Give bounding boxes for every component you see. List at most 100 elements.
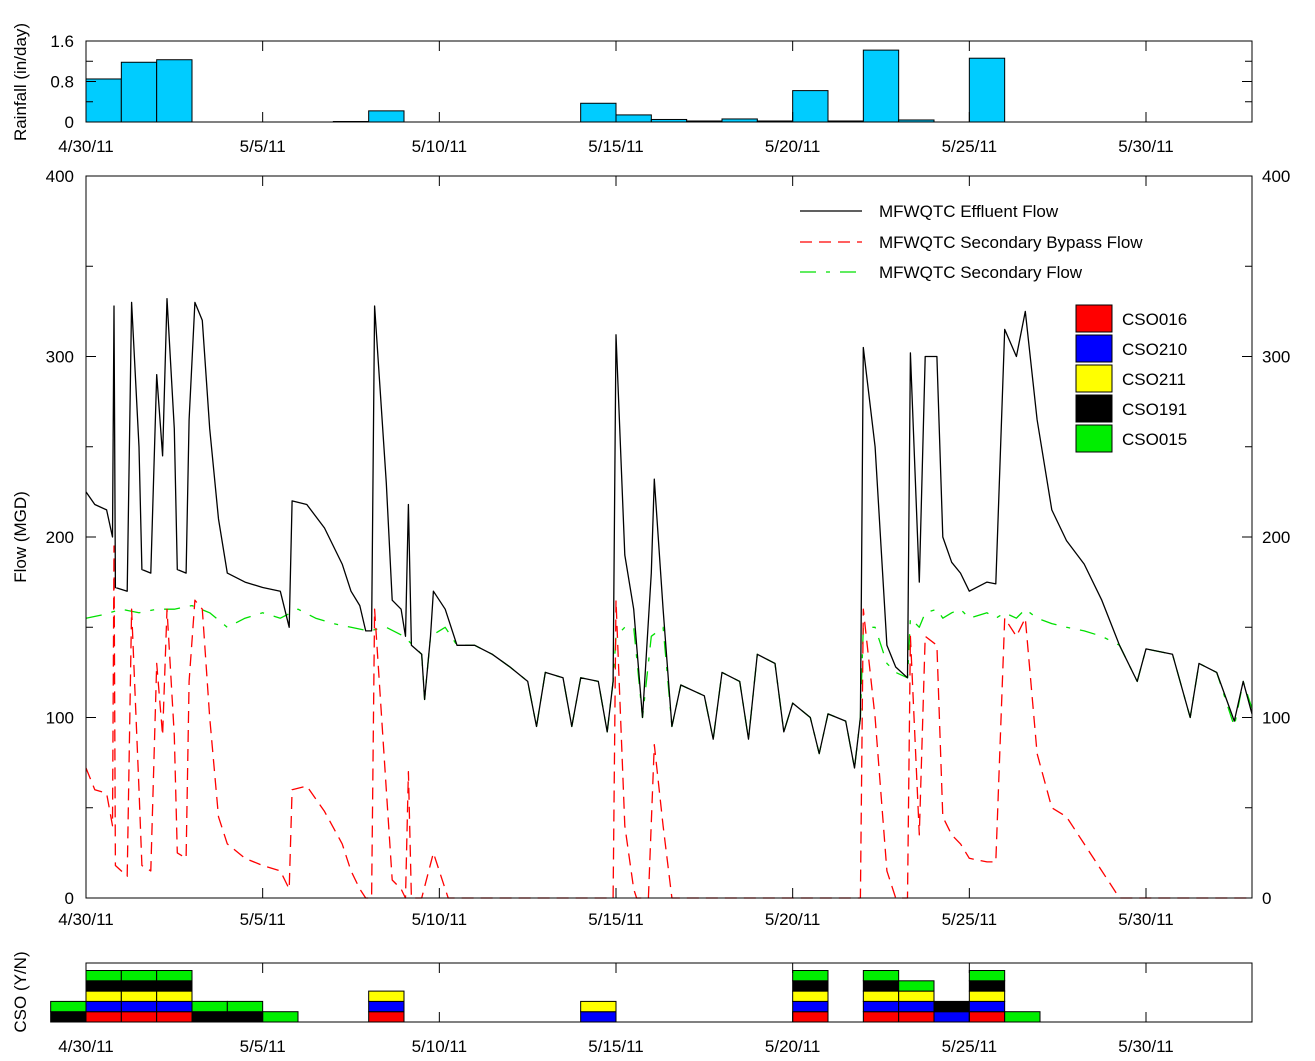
cso-segment-cso210	[862, 1000, 900, 1013]
cso-segment-cso191	[85, 980, 122, 992]
rainfall-bar	[792, 90, 829, 123]
y-tick-label: 300	[46, 348, 74, 367]
flow-axis-ticks: 4/30/11 5/5/11 5/10/11 5/15/11 5/20/11 5/25/1…	[46, 167, 1291, 929]
cso-legend-swatch-cso210	[1075, 334, 1113, 363]
cso-segment-cso210	[120, 1000, 158, 1013]
cso-segment-cso210	[898, 1000, 935, 1013]
cso-legend-swatch-cso015	[1075, 424, 1113, 453]
rainfall-bar	[580, 102, 617, 123]
cso-legend-label-cso191: CSO191	[1122, 400, 1187, 419]
cso-segment-cso191	[968, 980, 1006, 992]
right-y-tick-label: 100	[1262, 709, 1290, 728]
right-y-tick-label: 200	[1262, 528, 1290, 547]
cso-segment-cso210	[156, 1000, 193, 1013]
cso-segment-cso210	[368, 1000, 405, 1013]
rainfall-panel: 4/30/11 5/5/11 5/10/11 5/15/11 5/20/11 5/25/1…	[11, 23, 1253, 156]
x-tick-label: 5/20/11	[765, 137, 820, 156]
y-tick-label: 0.8	[50, 73, 74, 92]
x-tick-label: 5/5/11	[240, 137, 286, 156]
rainfall-bar	[862, 49, 900, 123]
cso-segment-cso016	[85, 1011, 122, 1023]
flow-legend: MFWQTC Effluent Flow MFWQTC Secondary By…	[800, 202, 1143, 282]
cso-legend-label-cso016: CSO016	[1122, 310, 1187, 329]
right-y-tick-label: 0	[1262, 889, 1271, 908]
rainfall-plot-frame	[85, 40, 1253, 123]
y-tick-label: 200	[46, 528, 74, 547]
x-tick-label: 5/15/11	[588, 137, 643, 156]
rainfall-bar	[120, 61, 158, 123]
x-tick-label: 5/30/11	[1118, 910, 1173, 929]
cso-panel: 4/30/11 5/5/11 5/10/11 5/15/11 5/20/11 5/25/1…	[11, 951, 1253, 1056]
cso-segment-cso015	[968, 970, 1006, 982]
flow-panel: 4/30/11 5/5/11 5/10/11 5/15/11 5/20/11 5/25/1…	[11, 167, 1290, 929]
flow-series-lines	[85, 298, 1253, 899]
cso-axis-ticks: 4/30/11 5/5/11 5/10/11 5/15/11 5/20/11 5/25/1…	[58, 963, 1174, 1056]
cso-segment-cso210	[792, 1000, 829, 1013]
cso-segment-cso191	[862, 980, 900, 992]
y-tick-label: 0	[65, 889, 74, 908]
cso-legend-swatch-cso211	[1075, 364, 1113, 393]
cso-segment-cso191	[120, 980, 158, 992]
x-tick-label: 5/20/11	[765, 910, 820, 929]
x-tick-label: 5/25/11	[942, 137, 997, 156]
cso-legend-label-cso211: CSO211	[1122, 370, 1186, 389]
cso-legend-swatch-cso191	[1075, 394, 1113, 423]
x-tick-label: 5/30/11	[1118, 1037, 1173, 1056]
cso-segment-cso016	[156, 1011, 193, 1023]
cso-segment-cso015	[191, 1000, 228, 1013]
cso-segment-cso016	[368, 1011, 405, 1023]
cso-segment-cso211	[120, 990, 158, 1002]
x-tick-label: 5/5/11	[240, 910, 286, 929]
cso-segment-cso211	[580, 1000, 617, 1013]
cso-segment-cso016	[120, 1011, 158, 1023]
cso-segment-cso211	[898, 990, 935, 1002]
cso-segment-cso191	[50, 1011, 87, 1023]
cso-segment-cso015	[898, 980, 935, 992]
cso-segment-cso015	[1004, 1011, 1041, 1023]
flow-series-line	[85, 545, 1252, 899]
x-tick-label: 5/15/11	[588, 910, 643, 929]
x-tick-label: 4/30/11	[58, 1037, 113, 1056]
y-tick-label: 0	[65, 113, 74, 132]
cso-segment-cso016	[968, 1011, 1006, 1023]
cso-segment-cso210	[85, 1000, 122, 1013]
cso-segment-cso211	[968, 990, 1006, 1002]
cso-segment-cso211	[792, 990, 829, 1002]
cso-segment-cso015	[226, 1000, 264, 1013]
cso-segment-cso211	[368, 990, 405, 1002]
cso-segment-cso016	[862, 1011, 900, 1023]
cso-legend-label-cso015: CSO015	[1122, 430, 1187, 449]
cso-segment-cso015	[262, 1011, 299, 1023]
cso-segment-cso016	[792, 1011, 829, 1023]
rainfall-bar	[968, 57, 1006, 123]
cso-segment-cso015	[50, 1000, 87, 1013]
flow-series-line	[85, 604, 1253, 769]
cso-segment-cso211	[85, 990, 122, 1002]
cso-segment-cso015	[862, 970, 900, 982]
cso-segment-cso210	[580, 1011, 617, 1023]
flow-plot-frame	[85, 175, 1253, 899]
cso-segment-cso015	[120, 970, 158, 982]
rainfall-axis-ticks: 4/30/11 5/5/11 5/10/11 5/15/11 5/20/11 5/25/1…	[50, 32, 1252, 156]
cso-segment-cso211	[862, 990, 900, 1002]
cso-segment-cso191	[226, 1011, 264, 1023]
x-tick-label: 4/30/11	[58, 137, 113, 156]
cso-stacked-bars	[50, 970, 1041, 1023]
cso-segment-cso210	[968, 1000, 1006, 1013]
legend-label-effluent-flow: MFWQTC Effluent Flow	[879, 202, 1059, 221]
legend-label-secondary-flow: MFWQTC Secondary Flow	[879, 263, 1083, 282]
flow-series-line	[85, 298, 1253, 769]
x-tick-label: 5/30/11	[1118, 137, 1173, 156]
rainfall-y-axis-label: Rainfall (in/day)	[11, 23, 30, 141]
cso-legend: CSO016 CSO210 CSO211 CSO191 CSO015	[1075, 304, 1187, 453]
cso-segment-cso016	[898, 1011, 935, 1023]
right-y-tick-label: 300	[1262, 348, 1290, 367]
cso-segment-cso015	[85, 970, 122, 982]
right-y-tick-label: 400	[1262, 167, 1290, 186]
rainfall-bar	[615, 114, 652, 123]
cso-legend-swatch-cso016	[1075, 304, 1113, 333]
cso-y-axis-label: CSO (Y/N)	[11, 951, 30, 1032]
x-tick-label: 4/30/11	[58, 910, 113, 929]
x-tick-label: 5/20/11	[765, 1037, 820, 1056]
x-tick-label: 5/10/11	[412, 137, 467, 156]
